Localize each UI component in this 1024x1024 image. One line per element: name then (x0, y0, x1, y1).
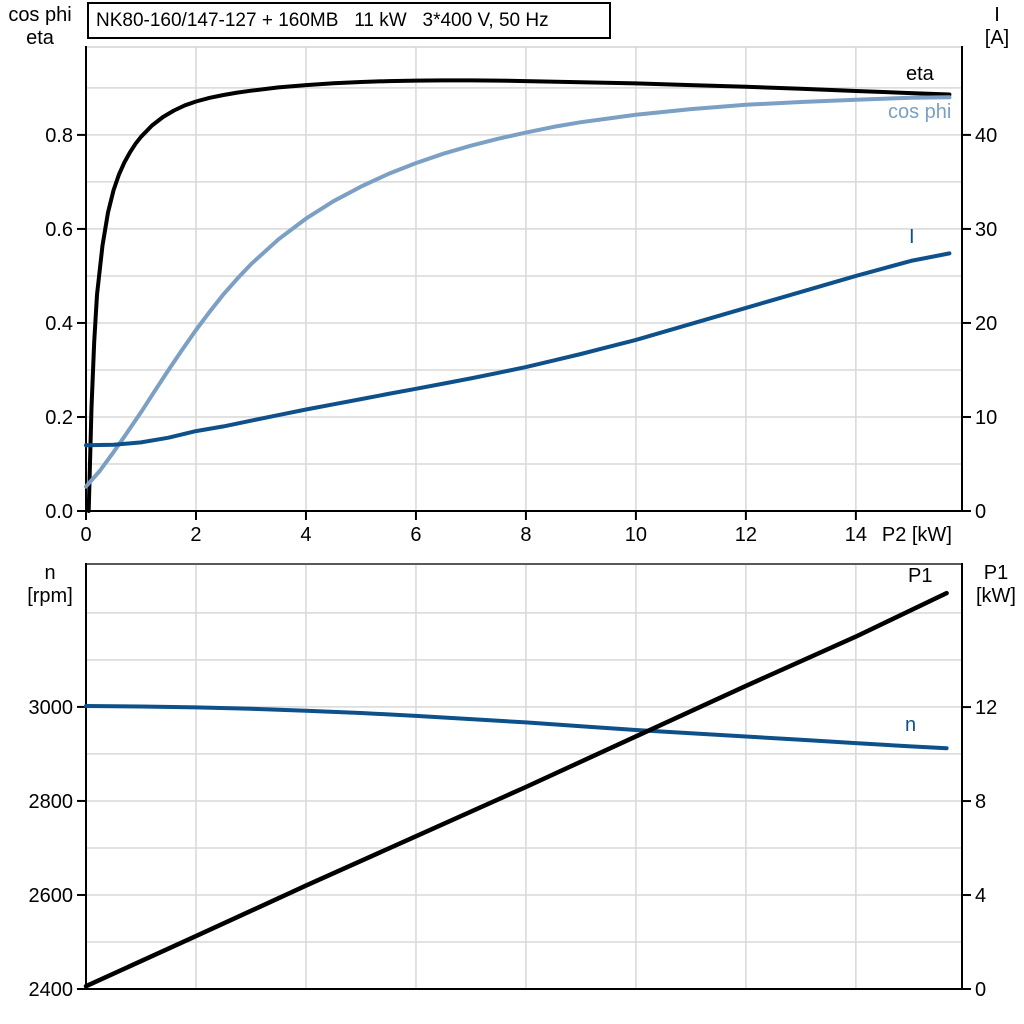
tick-label-right: 4 (975, 885, 986, 907)
upper-right-axis-title: I [A] (972, 4, 1022, 50)
chart-title-box: NK80-160/147-127 + 160MB 11 kW 3*400 V, … (87, 2, 611, 39)
tick-label-right: 40 (975, 125, 997, 147)
curve-label-current: I (909, 226, 915, 248)
tick-label-x: 6 (410, 524, 421, 546)
tick-label-left: 0.2 (45, 407, 73, 429)
axis-title-p1: P1 (983, 562, 1009, 584)
chart-title-text: NK80-160/147-127 + 160MB 11 kW 3*400 V, … (96, 9, 549, 31)
tick-label-right: 0 (975, 501, 986, 523)
axis-title-p1-unit: [kW] (976, 585, 1016, 607)
tick-label-left: 0.0 (45, 501, 73, 523)
curve-eta (86, 78, 952, 513)
tick-label-right: 30 (975, 219, 997, 241)
curve-p1 (83, 590, 949, 989)
upper-left-axis-title: cos phi eta (0, 4, 80, 50)
tick-label-left: 2800 (29, 791, 74, 813)
tick-label-left: 2400 (29, 979, 74, 1001)
tick-label-x: 12 (735, 524, 757, 546)
axis-title-eta: eta (26, 27, 54, 49)
tick-label-x: 14 (845, 524, 867, 546)
tick-label-left: 2600 (29, 885, 74, 907)
axis-title-cos-phi: cos phi (8, 4, 72, 26)
curve-label-p1: P1 (908, 565, 933, 587)
tick-label-left: 0.8 (45, 125, 73, 147)
x-axis-unit-label: P2 [kW] (882, 524, 952, 546)
axis-title-current: I (994, 4, 1000, 26)
axis-title-speed: n (44, 562, 56, 584)
tick-label-x: 2 (190, 524, 201, 546)
curve-i (84, 251, 952, 448)
tick-label-left: 0.6 (45, 219, 73, 241)
axis-title-speed-unit: [rpm] (27, 585, 73, 607)
curve-label-eta: eta (906, 63, 934, 85)
tick-label-x: 10 (625, 524, 647, 546)
tick-label-right: 10 (975, 407, 997, 429)
tick-label-right: 0 (975, 979, 986, 1001)
tick-label-right: 8 (975, 791, 986, 813)
tick-label-x: 4 (300, 524, 311, 546)
curve-label-cos-phi: cos phi (888, 101, 952, 123)
lower-left-axis-title: n [rpm] (14, 562, 86, 608)
tick-label-x: 0 (80, 524, 91, 546)
lower-right-axis-title: P1 [kW] (968, 562, 1024, 608)
curve-n (84, 704, 949, 751)
curve-label-speed: n (905, 714, 917, 736)
tick-label-x: 8 (520, 524, 531, 546)
tick-label-left: 0.4 (45, 313, 73, 335)
axis-title-current-unit: [A] (984, 27, 1010, 49)
tick-label-right: 20 (975, 313, 997, 335)
tick-label-left: 3000 (29, 697, 74, 719)
curve-cos-phi (84, 95, 952, 489)
tick-label-right: 12 (975, 697, 997, 719)
